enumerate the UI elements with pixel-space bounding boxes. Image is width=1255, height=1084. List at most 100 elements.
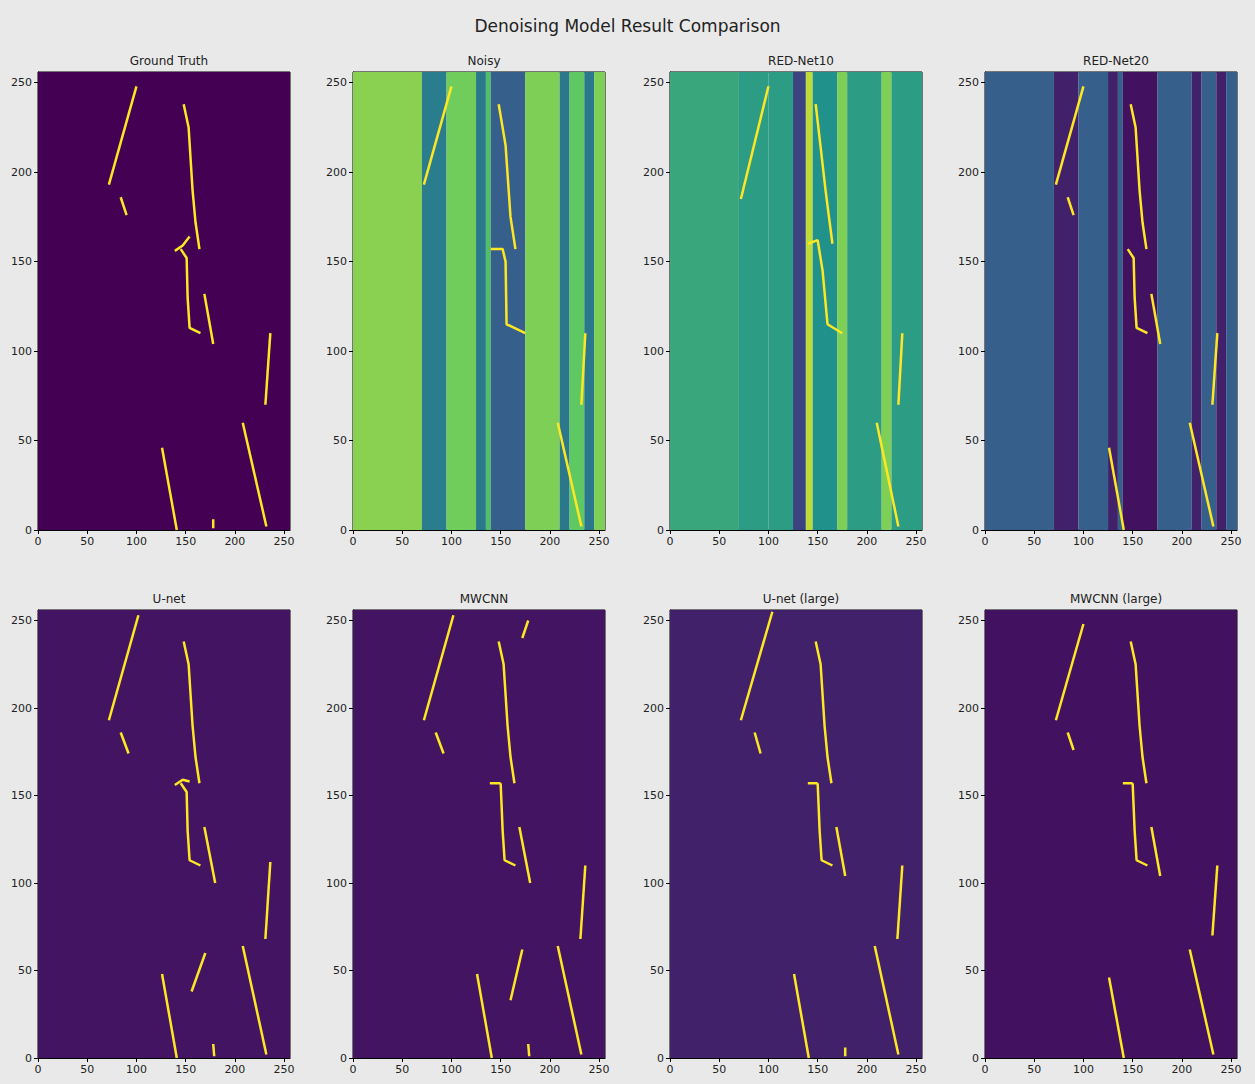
svg-text:100: 100 (126, 535, 147, 548)
svg-text:0: 0 (340, 1052, 347, 1065)
svg-text:250: 250 (643, 76, 664, 89)
svg-text:50: 50 (18, 964, 32, 977)
svg-text:250: 250 (643, 614, 664, 627)
svg-text:150: 150 (490, 1063, 511, 1076)
svg-text:250: 250 (589, 535, 610, 548)
svg-text:150: 150 (958, 255, 979, 268)
svg-text:50: 50 (395, 535, 409, 548)
svg-text:50: 50 (965, 434, 979, 447)
svg-text:50: 50 (650, 434, 664, 447)
svg-text:250: 250 (958, 614, 979, 627)
svg-text:0: 0 (350, 535, 357, 548)
svg-text:Noisy: Noisy (467, 54, 500, 68)
svg-text:200: 200 (643, 702, 664, 715)
svg-text:250: 250 (589, 1063, 610, 1076)
svg-text:50: 50 (333, 964, 347, 977)
svg-text:0: 0 (982, 535, 989, 548)
svg-text:250: 250 (274, 535, 295, 548)
svg-text:100: 100 (1073, 1063, 1094, 1076)
svg-text:150: 150 (326, 255, 347, 268)
svg-text:50: 50 (80, 535, 94, 548)
svg-text:200: 200 (11, 166, 32, 179)
svg-text:150: 150 (1122, 535, 1143, 548)
svg-text:150: 150 (958, 789, 979, 802)
svg-text:RED-Net10: RED-Net10 (768, 54, 834, 68)
svg-text:50: 50 (650, 964, 664, 977)
svg-text:150: 150 (490, 535, 511, 548)
svg-text:U-net: U-net (153, 592, 186, 606)
svg-text:150: 150 (175, 535, 196, 548)
svg-text:200: 200 (856, 535, 877, 548)
svg-text:100: 100 (643, 345, 664, 358)
svg-text:100: 100 (441, 535, 462, 548)
svg-text:100: 100 (11, 877, 32, 890)
svg-text:100: 100 (1073, 535, 1094, 548)
svg-text:200: 200 (539, 1063, 560, 1076)
svg-text:200: 200 (539, 535, 560, 548)
svg-text:50: 50 (395, 1063, 409, 1076)
svg-text:250: 250 (274, 1063, 295, 1076)
svg-text:150: 150 (11, 789, 32, 802)
svg-text:250: 250 (11, 76, 32, 89)
svg-text:0: 0 (25, 1052, 32, 1065)
svg-text:100: 100 (958, 345, 979, 358)
svg-text:100: 100 (441, 1063, 462, 1076)
svg-text:50: 50 (1027, 535, 1041, 548)
svg-text:250: 250 (11, 614, 32, 627)
svg-text:200: 200 (326, 702, 347, 715)
svg-text:50: 50 (712, 535, 726, 548)
svg-text:50: 50 (80, 1063, 94, 1076)
svg-text:250: 250 (906, 1063, 927, 1076)
svg-text:0: 0 (657, 524, 664, 537)
svg-text:50: 50 (1027, 1063, 1041, 1076)
svg-text:Denoising Model Result Compari: Denoising Model Result Comparison (474, 16, 780, 36)
svg-text:200: 200 (11, 702, 32, 715)
svg-text:250: 250 (1221, 1063, 1242, 1076)
svg-text:100: 100 (326, 345, 347, 358)
svg-text:150: 150 (643, 255, 664, 268)
svg-text:250: 250 (326, 76, 347, 89)
svg-text:50: 50 (712, 1063, 726, 1076)
svg-text:250: 250 (906, 535, 927, 548)
svg-text:50: 50 (18, 434, 32, 447)
svg-text:200: 200 (643, 166, 664, 179)
svg-text:200: 200 (856, 1063, 877, 1076)
svg-text:100: 100 (11, 345, 32, 358)
svg-text:150: 150 (326, 789, 347, 802)
svg-text:0: 0 (35, 535, 42, 548)
svg-text:0: 0 (972, 1052, 979, 1065)
svg-text:100: 100 (643, 877, 664, 890)
svg-text:100: 100 (758, 535, 779, 548)
svg-text:200: 200 (958, 702, 979, 715)
svg-text:0: 0 (25, 524, 32, 537)
svg-text:0: 0 (35, 1063, 42, 1076)
svg-text:0: 0 (982, 1063, 989, 1076)
svg-text:0: 0 (972, 524, 979, 537)
svg-text:100: 100 (958, 877, 979, 890)
svg-text:RED-Net20: RED-Net20 (1083, 54, 1149, 68)
svg-text:200: 200 (958, 166, 979, 179)
svg-text:50: 50 (333, 434, 347, 447)
svg-text:150: 150 (807, 535, 828, 548)
svg-text:200: 200 (1171, 1063, 1192, 1076)
svg-text:150: 150 (1122, 1063, 1143, 1076)
svg-text:100: 100 (126, 1063, 147, 1076)
svg-text:0: 0 (667, 1063, 674, 1076)
svg-text:200: 200 (224, 535, 245, 548)
svg-text:100: 100 (326, 877, 347, 890)
svg-text:0: 0 (350, 1063, 357, 1076)
svg-text:MWCNN (large): MWCNN (large) (1070, 592, 1162, 606)
svg-text:MWCNN: MWCNN (460, 592, 509, 606)
svg-text:150: 150 (643, 789, 664, 802)
svg-text:250: 250 (958, 76, 979, 89)
svg-text:0: 0 (667, 535, 674, 548)
svg-text:200: 200 (1171, 535, 1192, 548)
svg-text:250: 250 (326, 614, 347, 627)
svg-text:150: 150 (175, 1063, 196, 1076)
svg-text:200: 200 (224, 1063, 245, 1076)
svg-text:Ground Truth: Ground Truth (130, 54, 208, 68)
svg-text:0: 0 (340, 524, 347, 537)
svg-text:0: 0 (657, 1052, 664, 1065)
svg-text:150: 150 (11, 255, 32, 268)
svg-text:U-net (large): U-net (large) (763, 592, 839, 606)
